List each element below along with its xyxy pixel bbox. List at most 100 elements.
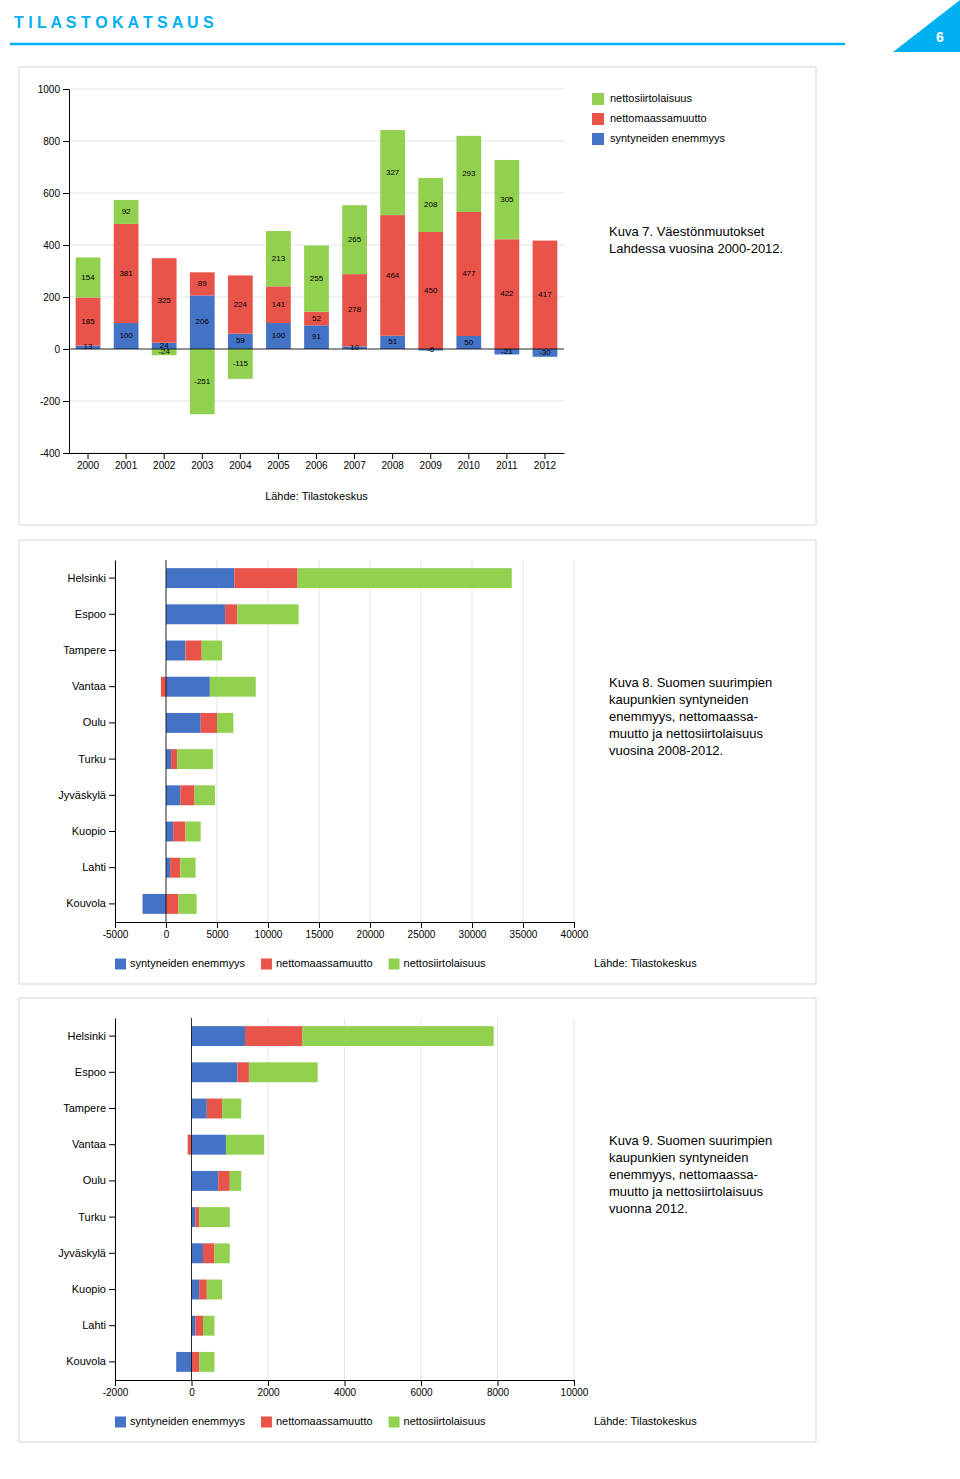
tick-mark: [126, 453, 127, 459]
tick-mark: [268, 1380, 269, 1386]
bar: [171, 749, 177, 769]
legend-label: syntyneiden enemmyys: [610, 132, 725, 144]
tick-label: 2005: [267, 460, 290, 471]
bar: [76, 298, 101, 346]
tick: Kouvola: [66, 897, 115, 909]
tick: 0: [189, 1380, 195, 1398]
tick: 5000: [206, 922, 229, 940]
tick: 800: [43, 136, 69, 147]
tick-label: 2004: [229, 460, 252, 471]
legend-swatch: [115, 959, 126, 970]
tick: 2008: [382, 453, 405, 471]
grid-line: [69, 245, 564, 246]
legend-label: syntyneiden enemmyys: [130, 957, 245, 969]
bar: [195, 1316, 203, 1336]
data-label: 52: [312, 314, 321, 323]
header-title: T I L A S T O K A T S A U S: [14, 14, 214, 31]
title-line: Kuva 7. Väestönmuutokset: [609, 224, 765, 239]
tick: 40000: [561, 922, 589, 940]
bar: [180, 785, 194, 805]
tick-label: 0: [54, 344, 60, 355]
tick-label: 10000: [255, 929, 283, 940]
tick: 2004: [229, 453, 252, 471]
legend-label: nettomaassamuutto: [276, 1415, 373, 1427]
grid: [115, 560, 574, 922]
tick: 25000: [408, 922, 436, 940]
chart-panel: HelsinkiEspooTampereVantaaOuluTurkuJyväs…: [19, 540, 816, 984]
data-label: 10: [350, 343, 359, 352]
bar: [166, 785, 180, 805]
bar: [166, 749, 171, 769]
bar: [166, 713, 201, 733]
legend-swatch: [115, 1417, 126, 1428]
tick-label: 0: [164, 929, 170, 940]
tick: Oulu: [83, 716, 115, 728]
tick-mark: [523, 922, 524, 928]
tick: 0: [54, 344, 69, 355]
bar: [192, 1243, 203, 1263]
bar: [237, 1062, 248, 1082]
bar: [143, 894, 166, 914]
tick: 35000: [510, 922, 538, 940]
data-label: 208: [424, 200, 438, 209]
title-line: enemmyys, nettomaassa-: [609, 1167, 758, 1182]
value-axis: -500005000100001500020000250003000035000…: [103, 922, 589, 940]
data-label: 450: [424, 286, 438, 295]
grid-line: [69, 89, 564, 90]
tick-label: 10000: [561, 1387, 589, 1398]
legend-swatch: [261, 959, 272, 970]
tick-label: -400: [40, 448, 60, 459]
annotation: Lähde: Tilastokeskus: [594, 957, 697, 969]
tick: Jyväskylä: [58, 789, 115, 801]
value-axis: -20000200040006000800010000: [103, 1380, 589, 1398]
tick: 0: [164, 922, 170, 940]
bars: [143, 568, 512, 914]
tick-mark: [202, 453, 203, 459]
tick-mark: [109, 1361, 115, 1362]
data-label: 206: [196, 317, 210, 326]
tick: Lahti: [82, 861, 115, 873]
legend-item: nettosiirtolaisuus: [592, 92, 692, 105]
legend-item: syntyneiden enemmyys: [115, 1415, 245, 1428]
data-label: 464: [386, 271, 400, 280]
tick: Turku: [78, 1211, 115, 1223]
bar: [192, 1026, 246, 1046]
tick: Tampere: [63, 644, 115, 656]
data-label: -115: [233, 359, 249, 368]
bar: [456, 212, 481, 336]
tick-label: 6000: [410, 1387, 433, 1398]
tick-label: Lahti: [82, 861, 106, 873]
bar: [245, 1026, 302, 1046]
data-label: 327: [386, 168, 400, 177]
axis-line: [115, 1019, 116, 1381]
tick-label: 2006: [305, 460, 328, 471]
chart-panel: 2000200120022003200420052006200720082009…: [19, 67, 816, 525]
tick-mark: [109, 686, 115, 687]
legend-swatch: [389, 1417, 400, 1428]
tick: 30000: [459, 922, 487, 940]
tick-label: 0: [189, 1387, 195, 1398]
bar: [266, 231, 291, 286]
tick-mark: [109, 867, 115, 868]
tick-mark: [63, 141, 69, 142]
bar: [266, 323, 291, 349]
legend-swatch: [592, 113, 604, 125]
tick-label: 25000: [408, 929, 436, 940]
tick-mark: [164, 453, 165, 459]
grid-line: [69, 349, 564, 350]
tick-label: 2007: [343, 460, 366, 471]
bar: [418, 232, 443, 349]
tick-label: Vantaa: [72, 1138, 107, 1150]
tick: 6000: [410, 1380, 433, 1398]
bar: [166, 822, 173, 842]
tick-mark: [109, 903, 115, 904]
axis-line: [116, 922, 575, 923]
tick: Espoo: [75, 608, 115, 620]
bar: [114, 323, 139, 349]
data-label: -24: [158, 347, 170, 356]
data-label: 50: [464, 338, 473, 347]
data-label: 92: [122, 207, 131, 216]
bar: [190, 295, 215, 349]
tick: 2010: [458, 453, 481, 471]
panel-frame: [19, 540, 816, 984]
